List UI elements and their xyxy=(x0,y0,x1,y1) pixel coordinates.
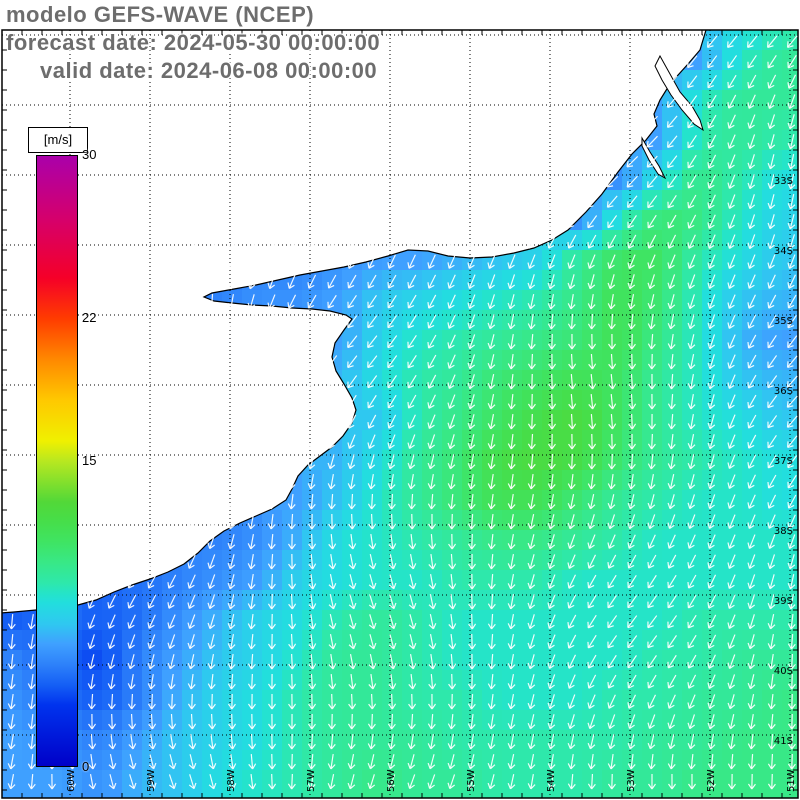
lat-label: 41S xyxy=(774,736,793,747)
land-polygon xyxy=(2,30,706,613)
lon-label: 54W xyxy=(546,769,557,792)
lat-label: 36S xyxy=(774,386,793,397)
colorbar-tick-label: 0 xyxy=(82,759,90,774)
colorbar-tick-label: 30 xyxy=(82,147,97,162)
forecast-date-line: forecast date: 2024-05-30 00:00:00 xyxy=(6,30,381,55)
lat-label: 33S xyxy=(774,176,793,187)
colorbar-tick-label: 22 xyxy=(82,310,97,326)
lon-label: 51W xyxy=(786,769,797,792)
lat-label: 34S xyxy=(774,246,793,257)
lon-label: 58W xyxy=(226,769,237,792)
lat-label: 40S xyxy=(774,666,793,677)
lon-label: 57W xyxy=(306,769,317,792)
lat-label: 35S xyxy=(774,316,793,327)
model-title: modelo GEFS-WAVE (NCEP) xyxy=(6,2,315,27)
valid-date-line: valid date: 2024-06-08 00:00:00 xyxy=(40,58,378,83)
lagoon-outline xyxy=(641,136,667,180)
lon-label: 56W xyxy=(386,769,397,792)
lat-label: 38S xyxy=(774,526,793,537)
colorbar-tick-label: 15 xyxy=(82,453,97,468)
lon-label: 55W xyxy=(466,769,477,792)
lon-label: 53W xyxy=(626,769,637,792)
map-frame xyxy=(1,29,799,799)
lagoon-outline xyxy=(654,54,704,132)
lat-label: 37S xyxy=(774,456,793,467)
colorbar-unit-label: [m/s] xyxy=(28,127,88,153)
lon-label: 60W xyxy=(66,769,77,792)
axis-labels: 33S 34S 35S 36S 37S 38S 39S 40S 41S 60W 59W 58W 57W 5… xyxy=(66,176,797,792)
lat-label: 39S xyxy=(774,596,793,607)
lon-label: 59W xyxy=(146,769,157,792)
lon-label: 52W xyxy=(706,769,717,792)
colorbar xyxy=(36,155,78,767)
graticule xyxy=(2,30,798,798)
